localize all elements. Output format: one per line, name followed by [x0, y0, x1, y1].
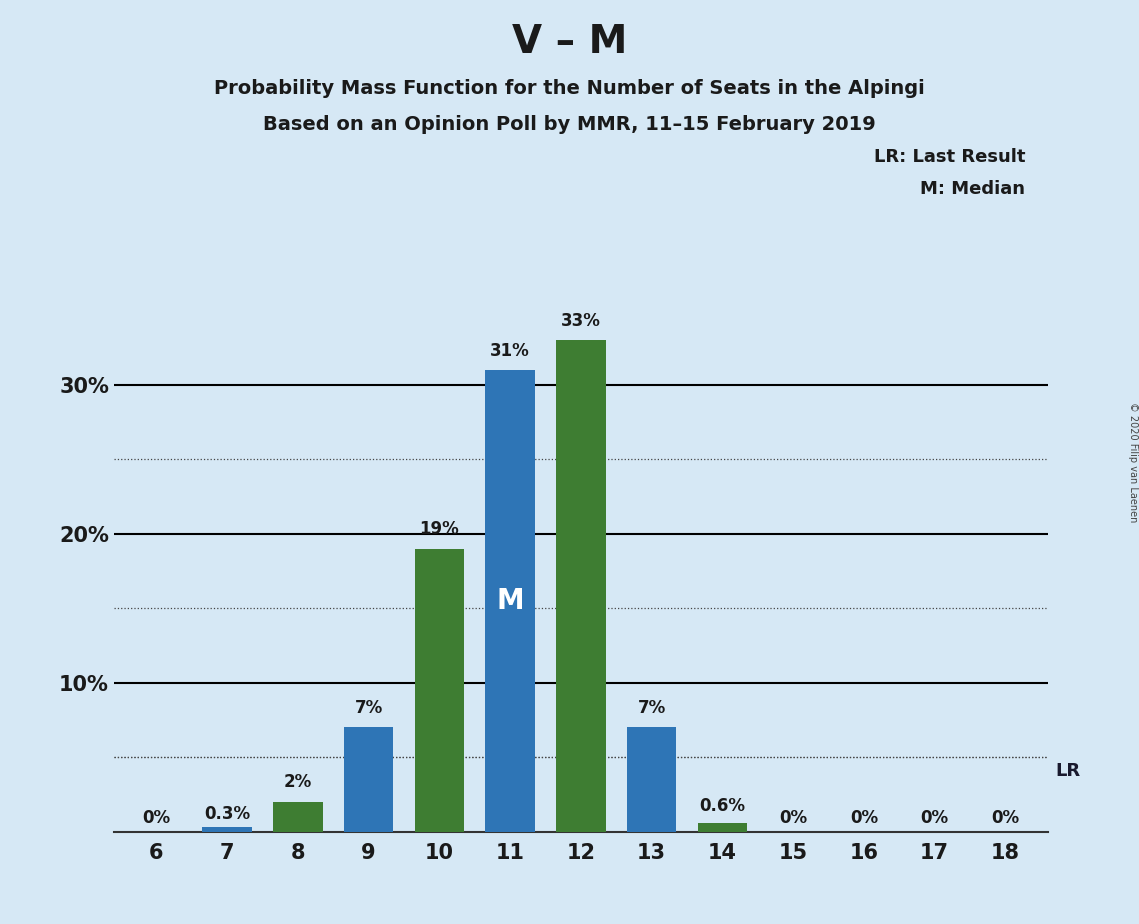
- Text: M: M: [497, 587, 524, 614]
- Bar: [697, 822, 747, 832]
- Bar: [415, 549, 465, 832]
- Text: M: Median: M: Median: [920, 180, 1025, 198]
- Text: LR: Last Result: LR: Last Result: [874, 148, 1025, 165]
- Bar: [273, 802, 322, 832]
- Text: 0%: 0%: [779, 809, 808, 827]
- Text: 0%: 0%: [850, 809, 878, 827]
- Bar: [344, 727, 393, 832]
- Text: LR: LR: [1055, 761, 1080, 780]
- Text: 0.3%: 0.3%: [204, 805, 251, 822]
- Bar: [626, 727, 677, 832]
- Text: V – M: V – M: [511, 23, 628, 61]
- Text: Probability Mass Function for the Number of Seats in the Alpingi: Probability Mass Function for the Number…: [214, 79, 925, 98]
- Text: 7%: 7%: [638, 699, 666, 717]
- Text: 19%: 19%: [419, 520, 459, 539]
- Bar: [556, 340, 606, 832]
- Text: © 2020 Filip van Laenen: © 2020 Filip van Laenen: [1129, 402, 1138, 522]
- Bar: [485, 371, 535, 832]
- Text: 0%: 0%: [991, 809, 1019, 827]
- Text: 0.6%: 0.6%: [699, 797, 745, 815]
- Text: 2%: 2%: [284, 773, 312, 791]
- Text: 0%: 0%: [142, 809, 171, 827]
- Text: 31%: 31%: [490, 342, 530, 359]
- Text: 7%: 7%: [354, 699, 383, 717]
- Text: 0%: 0%: [920, 809, 949, 827]
- Bar: [203, 827, 252, 832]
- Text: Based on an Opinion Poll by MMR, 11–15 February 2019: Based on an Opinion Poll by MMR, 11–15 F…: [263, 116, 876, 135]
- Text: 33%: 33%: [560, 312, 601, 330]
